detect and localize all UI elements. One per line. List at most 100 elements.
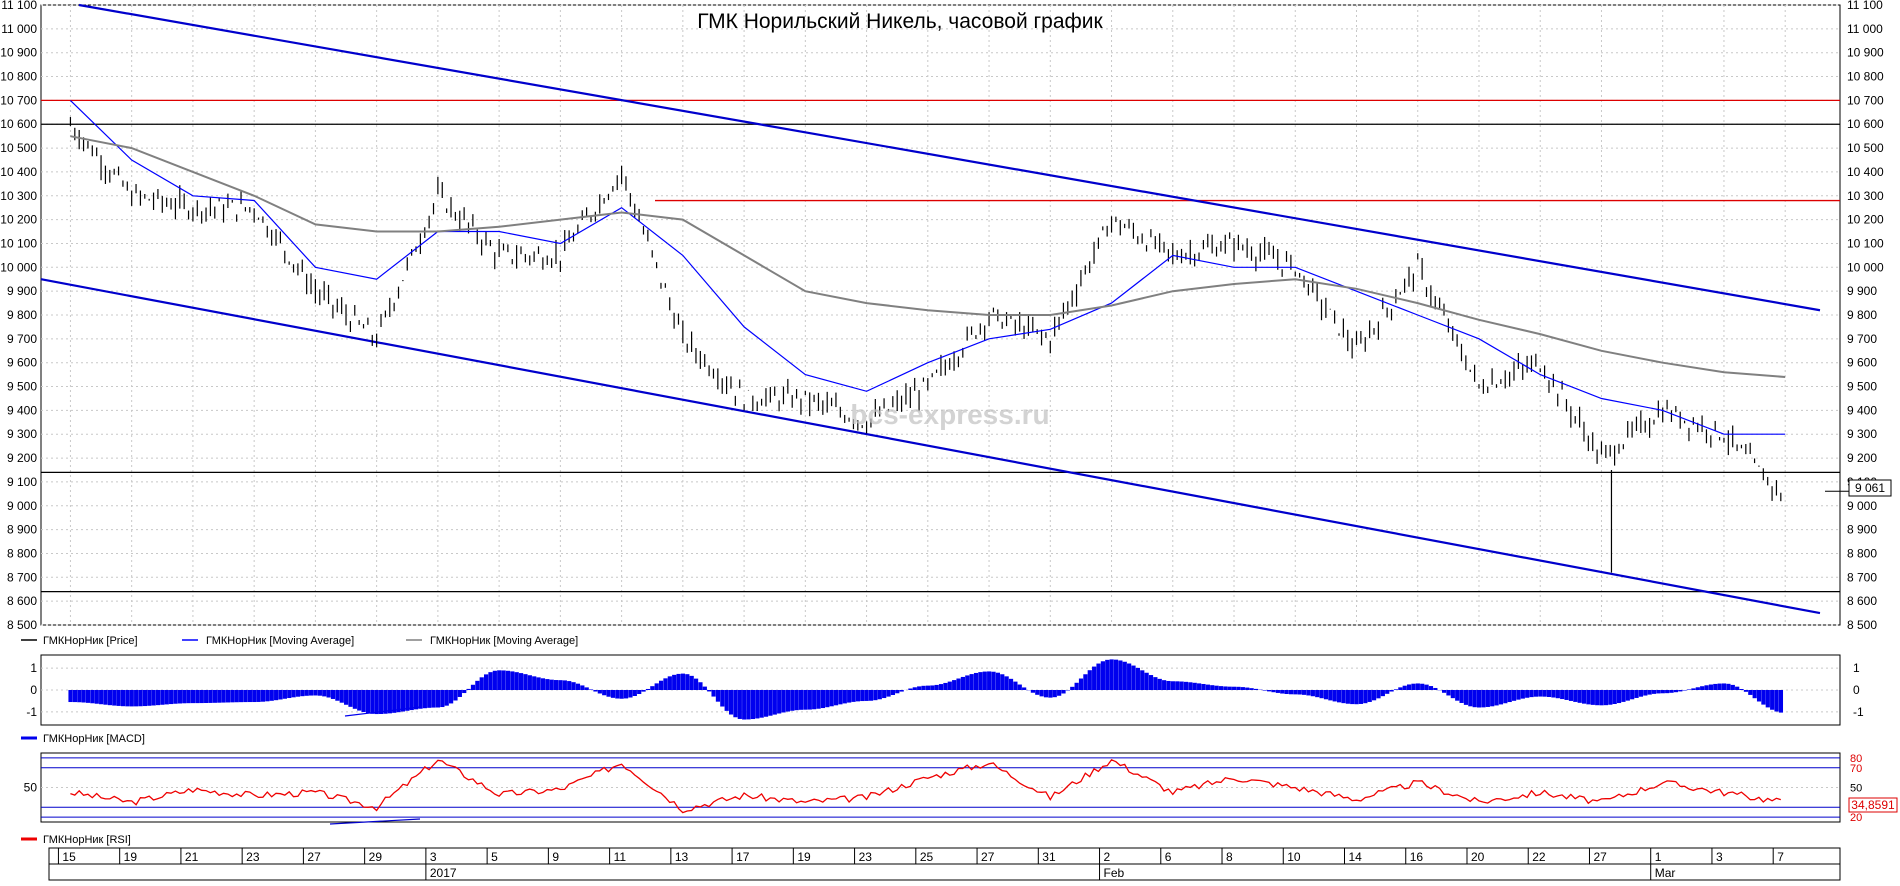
macd-bar <box>449 690 453 703</box>
macd-bar <box>1210 685 1214 690</box>
macd-bar <box>1341 690 1345 703</box>
price-tick-left: 9 500 <box>7 380 37 394</box>
macd-bar <box>1083 674 1087 690</box>
macd-bar <box>720 690 724 707</box>
macd-bar <box>606 690 610 697</box>
macd-bar <box>458 690 462 697</box>
macd-bar <box>213 690 217 703</box>
macd-bar <box>795 690 799 710</box>
macd-bar <box>1656 690 1660 693</box>
macd-tick-right: -1 <box>1853 705 1864 719</box>
price-tick-left: 9 000 <box>7 499 37 513</box>
macd-bar <box>532 676 536 690</box>
macd-bar <box>1718 684 1722 690</box>
macd-legend: ГМКНорНик [MACD] <box>21 733 145 745</box>
macd-bar <box>860 690 864 701</box>
macd-bar <box>1276 690 1280 693</box>
macd-bar <box>738 690 742 719</box>
day-label: 27 <box>981 850 995 864</box>
macd-bar <box>501 670 505 690</box>
macd-bar <box>742 690 746 720</box>
macd-bar <box>283 690 287 699</box>
macd-bar <box>1529 690 1533 697</box>
macd-bar <box>646 689 650 690</box>
macd-bar <box>462 690 466 693</box>
macd-tick-right: 1 <box>1853 661 1860 675</box>
macd-bar <box>327 690 331 697</box>
macd-bar <box>418 690 422 709</box>
macd-bar <box>1048 690 1052 698</box>
price-tick-left: 9 400 <box>7 403 37 417</box>
macd-bar <box>1105 660 1109 690</box>
macd-bar <box>173 690 177 704</box>
macd-bar <box>978 672 982 690</box>
macd-bar <box>1639 690 1643 697</box>
macd-bar <box>467 689 471 690</box>
macd-bar <box>309 690 313 696</box>
day-label: 17 <box>736 850 750 864</box>
price-tick-right: 10 800 <box>1847 70 1884 84</box>
price-tick-right: 9 500 <box>1847 380 1877 394</box>
macd-bar <box>536 677 540 690</box>
macd-bar <box>335 690 339 701</box>
macd-bar <box>1206 685 1210 690</box>
macd-bar <box>1766 690 1770 707</box>
price-tick-left: 8 600 <box>7 594 37 608</box>
price-tick-right: 10 100 <box>1847 236 1884 250</box>
macd-bar <box>261 690 265 702</box>
macd-tick-left: -1 <box>26 705 37 719</box>
legend-label-rsi: ГМКНорНик [RSI] <box>43 834 131 846</box>
macd-bar <box>204 690 208 703</box>
macd-bar <box>1070 687 1074 690</box>
macd-bar <box>1464 690 1468 705</box>
macd-bar <box>121 690 125 706</box>
price-tick-right: 9 200 <box>1847 451 1877 465</box>
macd-bar <box>983 672 987 690</box>
price-tick-right: 9 900 <box>1847 284 1877 298</box>
macd-bar <box>1613 690 1617 704</box>
macd-bar <box>764 690 768 717</box>
price-tick-left: 10 000 <box>0 260 37 274</box>
last-price-label: 9 061 <box>1855 481 1885 495</box>
day-label: 20 <box>1471 850 1485 864</box>
macd-bar <box>353 690 357 709</box>
macd-bar <box>112 690 116 706</box>
macd-bar <box>751 690 755 719</box>
macd-bar <box>1433 688 1437 690</box>
macd-bar <box>1669 690 1673 693</box>
macd-bar <box>77 690 81 702</box>
macd-bar <box>996 673 1000 690</box>
macd-bar <box>257 690 261 702</box>
price-panel-frame <box>41 5 1840 625</box>
price-tick-right: 10 200 <box>1847 213 1884 227</box>
macd-bar <box>1149 675 1153 690</box>
macd-bar <box>725 690 729 711</box>
macd-bar <box>1145 673 1149 690</box>
price-tick-left: 9 300 <box>7 427 37 441</box>
macd-bar <box>383 690 387 714</box>
macd-bar <box>620 690 624 699</box>
macd-bar <box>1013 682 1017 690</box>
macd-bar <box>370 690 374 714</box>
macd-bar <box>1376 690 1380 698</box>
macd-bar <box>943 683 947 690</box>
macd-bar <box>637 690 641 694</box>
day-label: 11 <box>614 850 627 864</box>
day-label: 3 <box>1716 850 1723 864</box>
macd-bar <box>1442 690 1446 693</box>
day-label: 22 <box>1532 850 1546 864</box>
macd-bar <box>1333 690 1337 701</box>
macd-bar <box>287 690 291 698</box>
macd-bar <box>1385 690 1389 694</box>
price-tick-right: 9 800 <box>1847 308 1877 322</box>
macd-bar <box>497 670 501 690</box>
macd-bar <box>900 690 904 692</box>
macd-bar <box>108 690 112 705</box>
macd-bar <box>1468 690 1472 706</box>
chart-title: ГМК Норильский Никель, часовой график <box>697 10 1103 33</box>
macd-bar <box>1280 690 1284 694</box>
macd-bar <box>935 685 939 690</box>
macd-bar <box>1757 690 1761 701</box>
macd-bar <box>440 690 444 707</box>
macd-bar <box>125 690 129 706</box>
